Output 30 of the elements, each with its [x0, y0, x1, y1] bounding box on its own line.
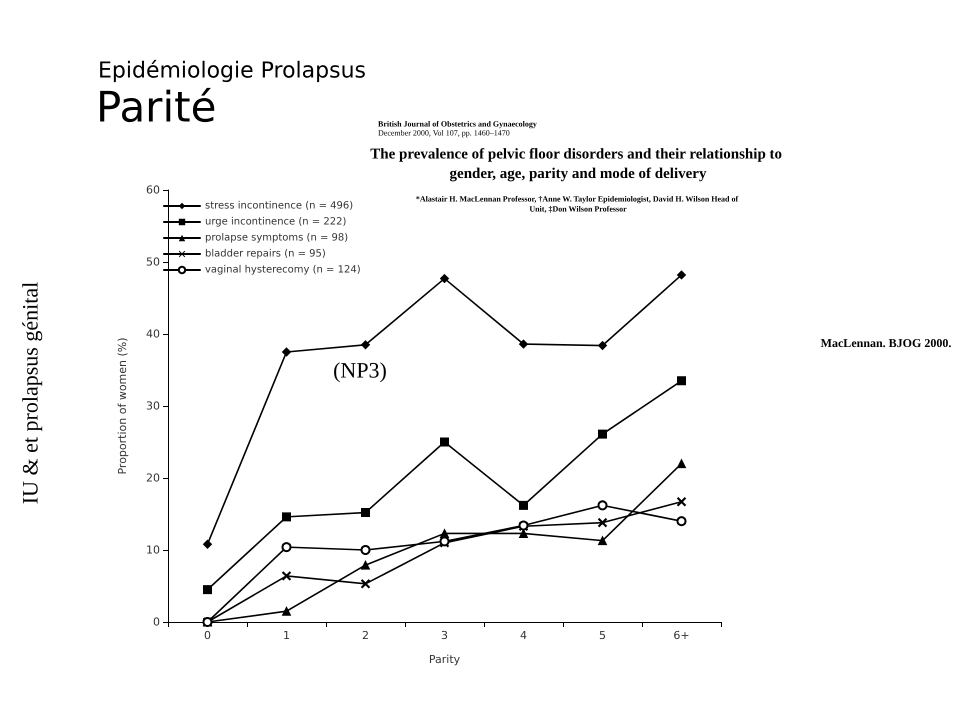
y-tick-label: 60	[146, 184, 160, 196]
text: MacLennan. BJOG 2000.	[820, 336, 952, 350]
chart-subtitle: Epidémiologie Prolapsus	[98, 58, 366, 84]
text: The prevalence of pelvic floor disorders and their relationship to gender, age, parity and mode of delivery	[370, 146, 786, 182]
y-tick-label: 30	[146, 400, 160, 412]
y-axis-title: Proportion of women (%)	[116, 337, 129, 475]
y-tick-label: 50	[146, 256, 160, 268]
legend-label: bladder repairs (n = 95)	[205, 248, 326, 260]
legend-label: urge incontinence (n = 222)	[205, 216, 346, 228]
x-tick-label: 1	[283, 629, 290, 642]
chart-title: Parité	[96, 82, 216, 132]
y-tick-label: 20	[146, 472, 160, 484]
annotation: *Alastair H. MacLennan Professor, †Anne W. Taylor Epidemiologist, David H. Wilson Head of Unit, ‡Don Wilson Professor	[416, 194, 740, 214]
legend-label: prolapse symptoms (n = 98)	[205, 232, 348, 244]
y-tick-label: 10	[146, 544, 160, 556]
annotation: (NP3)	[333, 358, 387, 382]
y-tick-label: 0	[153, 616, 160, 628]
text: British Journal of Obstetrics and Gynaecology	[378, 120, 537, 128]
x-tick-label: 3	[441, 629, 448, 642]
text: December 2000, Vol 107, pp. 1460–1470	[378, 128, 510, 138]
x-axis-title: Parity	[428, 653, 461, 666]
x-tick-label: 4	[520, 629, 527, 642]
text: IU & et prolapsus génital	[18, 282, 42, 504]
legend-label: stress incontinence (n = 496)	[205, 200, 354, 212]
x-tick-label: 2	[362, 629, 369, 642]
x-tick-label: 6+	[673, 629, 690, 642]
x-tick-label: 5	[599, 629, 606, 642]
y-tick-label: 40	[146, 328, 160, 340]
x-tick-label: 0	[204, 629, 211, 642]
legend-label: vaginal hysterecomy (n = 124)	[205, 264, 361, 276]
